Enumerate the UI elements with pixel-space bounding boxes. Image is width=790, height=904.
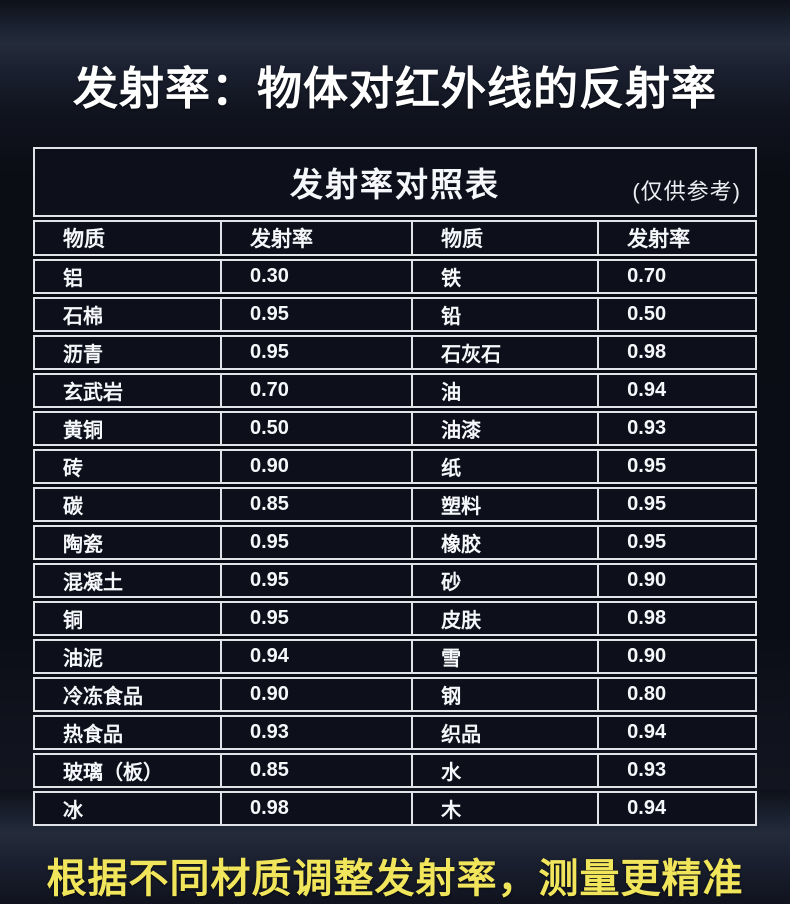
material-cell: 石棉	[33, 297, 222, 332]
material-cell: 铁	[413, 259, 600, 294]
table-row: 石棉 0.95 铅 0.50	[33, 297, 757, 332]
table-note: (仅供参考)	[632, 179, 741, 204]
emissivity-value-cell: 0.50	[221, 411, 414, 446]
table-row: 铝 0.30 铁 0.70	[33, 259, 757, 294]
material-cell: 碳	[33, 487, 222, 522]
emissivity-value-cell: 0.93	[599, 411, 757, 446]
material-cell: 雪	[413, 639, 600, 674]
emissivity-value-cell: 0.95	[221, 563, 414, 598]
material-cell: 黄铜	[33, 411, 222, 446]
material-cell: 水	[413, 753, 600, 788]
material-cell: 玻璃（板）	[33, 753, 222, 788]
column-header-emissivity-2: 发射率	[599, 220, 757, 256]
emissivity-value-cell: 0.98	[599, 601, 757, 636]
table-title-row: 发射率对照表 (仅供参考)	[33, 147, 757, 217]
material-cell: 油漆	[413, 411, 600, 446]
emissivity-value-cell: 0.90	[599, 639, 757, 674]
material-cell: 砂	[413, 563, 600, 598]
emissivity-value-cell: 0.30	[221, 259, 414, 294]
emissivity-value-cell: 0.93	[221, 715, 414, 750]
material-cell: 冰	[33, 791, 222, 826]
emissivity-value-cell: 0.95	[599, 487, 757, 522]
column-header-emissivity-1: 发射率	[221, 220, 414, 256]
emissivity-value-cell: 0.94	[599, 791, 757, 826]
material-cell: 砖	[33, 449, 222, 484]
emissivity-value-cell: 0.70	[221, 373, 414, 408]
emissivity-value-cell: 0.95	[221, 335, 414, 370]
emissivity-value-cell: 0.90	[599, 563, 757, 598]
table-row: 砖 0.90 纸 0.95	[33, 449, 757, 484]
table-row: 黄铜 0.50 油漆 0.93	[33, 411, 757, 446]
footer-tagline: 根据不同材质调整发射率，测量更精准	[46, 857, 744, 901]
table-body: 铝 0.30 铁 0.70 石棉 0.95 铅 0.50 沥青 0.95 石灰石 0.98 玄武岩 0.7…	[33, 259, 757, 826]
table-header-row: 物质 发射率 物质 发射率	[33, 220, 757, 256]
emissivity-value-cell: 0.95	[221, 525, 414, 560]
emissivity-value-cell: 0.95	[221, 601, 414, 636]
material-cell: 铝	[33, 259, 222, 294]
table-row: 混凝土 0.95 砂 0.90	[33, 563, 757, 598]
emissivity-value-cell: 0.95	[221, 297, 414, 332]
infographic-page: 发射率：物体对红外线的反射率 发射率对照表 (仅供参考) 物质 发射率	[33, 63, 757, 901]
table-title-cell: 发射率对照表 (仅供参考)	[33, 147, 757, 217]
emissivity-value-cell: 0.90	[221, 677, 414, 712]
emissivity-value-cell: 0.85	[221, 487, 414, 522]
column-header-material-1: 物质	[33, 220, 222, 256]
table-row: 玄武岩 0.70 油 0.94	[33, 373, 757, 408]
table-row: 热食品 0.93 织品 0.94	[33, 715, 757, 750]
table-row: 玻璃（板） 0.85 水 0.93	[33, 753, 757, 788]
table-row: 碳 0.85 塑料 0.95	[33, 487, 757, 522]
emissivity-table: 发射率对照表 (仅供参考) 物质 发射率 物质 发射率 铝 0.30 铁 0.70 石棉…	[33, 144, 757, 829]
table-row: 铜 0.95 皮肤 0.98	[33, 601, 757, 636]
material-cell: 玄武岩	[33, 373, 222, 408]
material-cell: 油	[413, 373, 600, 408]
material-cell: 铜	[33, 601, 222, 636]
material-cell: 木	[413, 791, 600, 826]
table-row: 油泥 0.94 雪 0.90	[33, 639, 757, 674]
column-header-material-2: 物质	[413, 220, 600, 256]
emissivity-value-cell: 0.94	[599, 715, 757, 750]
page-title: 发射率：物体对红外线的反射率	[72, 63, 717, 114]
material-cell: 橡胶	[413, 525, 600, 560]
emissivity-value-cell: 0.95	[599, 525, 757, 560]
material-cell: 铅	[413, 297, 600, 332]
material-cell: 纸	[413, 449, 600, 484]
material-cell: 油泥	[33, 639, 222, 674]
emissivity-value-cell: 0.50	[599, 297, 757, 332]
material-cell: 石灰石	[413, 335, 600, 370]
table-row: 冰 0.98 木 0.94	[33, 791, 757, 826]
material-cell: 混凝土	[33, 563, 222, 598]
material-cell: 沥青	[33, 335, 222, 370]
emissivity-value-cell: 0.94	[221, 639, 414, 674]
material-cell: 塑料	[413, 487, 600, 522]
emissivity-value-cell: 0.70	[599, 259, 757, 294]
table-row: 沥青 0.95 石灰石 0.98	[33, 335, 757, 370]
material-cell: 皮肤	[413, 601, 600, 636]
table-row: 冷冻食品 0.90 钢 0.80	[33, 677, 757, 712]
table-title: 发射率对照表	[290, 166, 500, 203]
emissivity-value-cell: 0.98	[599, 335, 757, 370]
emissivity-value-cell: 0.95	[599, 449, 757, 484]
emissivity-table-container: 发射率对照表 (仅供参考) 物质 发射率 物质 发射率 铝 0.30 铁 0.70 石棉…	[33, 144, 757, 829]
material-cell: 热食品	[33, 715, 222, 750]
emissivity-value-cell: 0.98	[221, 791, 414, 826]
emissivity-value-cell: 0.93	[599, 753, 757, 788]
material-cell: 陶瓷	[33, 525, 222, 560]
material-cell: 钢	[413, 677, 600, 712]
table-row: 陶瓷 0.95 橡胶 0.95	[33, 525, 757, 560]
material-cell: 冷冻食品	[33, 677, 222, 712]
emissivity-value-cell: 0.94	[599, 373, 757, 408]
emissivity-value-cell: 0.90	[221, 449, 414, 484]
emissivity-value-cell: 0.80	[599, 677, 757, 712]
material-cell: 织品	[413, 715, 600, 750]
emissivity-value-cell: 0.85	[221, 753, 414, 788]
